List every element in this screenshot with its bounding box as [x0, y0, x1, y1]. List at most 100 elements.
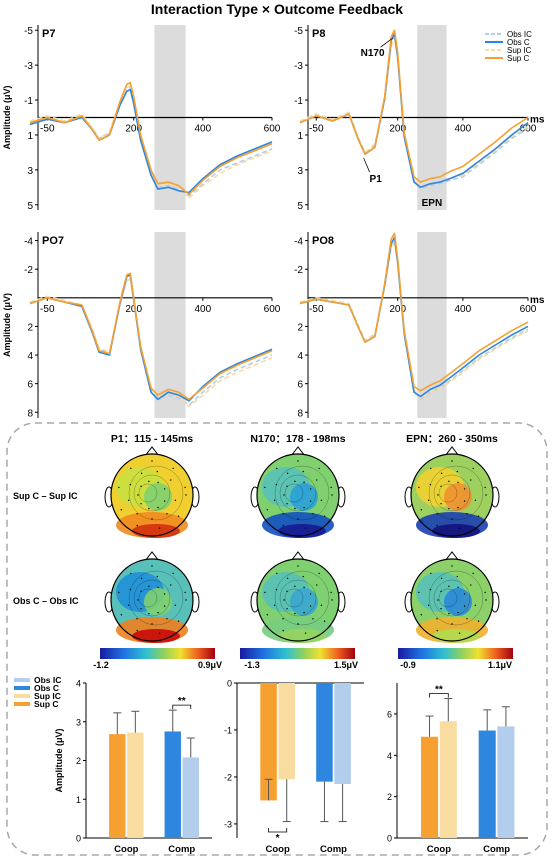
electrode-dot	[151, 460, 153, 462]
electrode-dot	[430, 467, 432, 470]
electrode-dot	[472, 467, 474, 470]
topomap-1	[250, 446, 346, 538]
contour-line	[428, 465, 484, 521]
erp-trace-obs-ic	[299, 36, 529, 190]
electrode-dot	[440, 503, 442, 505]
electrode-dot	[297, 623, 299, 625]
bar-obs-ic-comp	[497, 726, 515, 838]
bar-sup-ic-coop	[439, 721, 457, 838]
electrode-dot	[127, 604, 130, 607]
electrode-dot	[477, 620, 480, 622]
bar-legend-swatch-sup-c	[14, 702, 30, 706]
electrode-dot	[151, 565, 153, 567]
electrode-dot	[309, 500, 312, 502]
electrode-dot	[158, 527, 161, 529]
electrode-dot	[318, 572, 320, 575]
electrode-dot	[276, 572, 278, 575]
electrode-dot	[286, 503, 288, 505]
scalp-outline	[410, 453, 494, 537]
electrode-dot	[484, 486, 486, 489]
electrode-dot	[163, 500, 166, 502]
electrode-dot	[304, 632, 307, 634]
electrode-dot	[177, 515, 180, 517]
y-tick-label: 8	[297, 408, 303, 419]
electrode-dot	[172, 572, 174, 575]
y-tick-label: -4	[24, 237, 33, 248]
bar-legend-label-sup-c: Sup C	[34, 699, 59, 709]
electrode-dot	[151, 518, 153, 520]
electrode-dot	[174, 499, 177, 502]
electrode-dot	[456, 575, 459, 578]
x-tick-label: 600	[264, 304, 281, 315]
electrode-dot	[420, 614, 423, 616]
electrode-dot	[463, 500, 466, 502]
electrode-dot	[264, 486, 266, 489]
scalp-region	[278, 524, 326, 538]
electrode-dot	[463, 593, 466, 595]
electrode-dot	[457, 611, 459, 614]
electrode-dot	[440, 608, 442, 610]
topo-row-label-obs: Obs C – Obs IC	[13, 596, 79, 606]
legend-label-obs-ic: Obs IC	[507, 30, 532, 39]
electrode-dot	[451, 623, 453, 625]
erp-trace-obs-c	[29, 88, 273, 194]
scalp-region	[144, 588, 172, 616]
electrode-dot	[283, 494, 285, 496]
y-tick-label: -3	[24, 61, 33, 72]
electrode-dot	[140, 577, 143, 580]
scalp-outline	[256, 558, 340, 642]
electrode-dot	[130, 467, 132, 470]
y-tick-label: 6	[27, 380, 33, 391]
electrode-dot	[436, 618, 438, 620]
annotation-label: EPN	[422, 198, 443, 209]
electrode-dot	[323, 620, 326, 622]
y-tick-label: 0	[387, 834, 392, 844]
electrode-dot	[470, 584, 472, 586]
annotation-label: N170	[361, 48, 385, 59]
electrode-dot	[140, 503, 142, 505]
electrode-dot	[148, 480, 150, 483]
electrode-dot	[158, 632, 161, 634]
topomap-4	[250, 551, 346, 643]
electrode-dot	[286, 472, 289, 475]
electrode-dot	[282, 524, 284, 527]
electrode-dot	[331, 494, 333, 496]
analysis-window	[154, 232, 186, 418]
electrode-dot	[451, 565, 453, 567]
electrode-dot	[148, 612, 150, 615]
electrode-dot	[273, 604, 276, 607]
erp-legend: Obs IC Obs C Sup IC Sup C	[485, 30, 532, 63]
electrode-dot	[273, 499, 276, 502]
colorbar-n170-min: -1.3	[244, 660, 260, 670]
erp-panel-p7: -5 -3 -1 1 3 5 -50 200 400 600 P7 Amplitude (μV)	[2, 25, 281, 212]
x-tick-label: 200	[389, 124, 406, 135]
x-tick-label: -50	[40, 124, 55, 135]
scalp-region	[290, 588, 318, 616]
electrode-dot	[474, 499, 477, 502]
electrode-dot	[318, 467, 320, 470]
electrode-dot	[137, 494, 139, 496]
annotation-arrow	[380, 37, 393, 48]
scalp-outline	[110, 453, 194, 537]
x-tick-label: 600	[520, 124, 537, 135]
electrode-dot	[136, 618, 138, 620]
y-tick-label: 3	[297, 166, 303, 177]
y-tick-label: 3	[27, 166, 33, 177]
y-tick-label: -5	[294, 26, 303, 37]
electrode-dot	[457, 506, 459, 509]
x-tick-label: 400	[455, 124, 472, 135]
electrode-dot	[129, 588, 132, 591]
scalp-region	[432, 629, 480, 643]
scalp-region	[132, 524, 180, 538]
bar-obs-ic-comp	[334, 683, 351, 784]
y-axis-title: Amplitude (μV)	[2, 85, 12, 149]
y-tick-label: 3	[76, 717, 81, 727]
colorbar-epn: -0.9 1.1μV	[398, 648, 513, 670]
electrode-dot	[140, 608, 142, 610]
x-tick-label: -50	[40, 304, 55, 315]
y-tick-label: 4	[27, 351, 33, 362]
electrode-dot	[302, 470, 305, 473]
significance-marker: **	[178, 696, 186, 707]
